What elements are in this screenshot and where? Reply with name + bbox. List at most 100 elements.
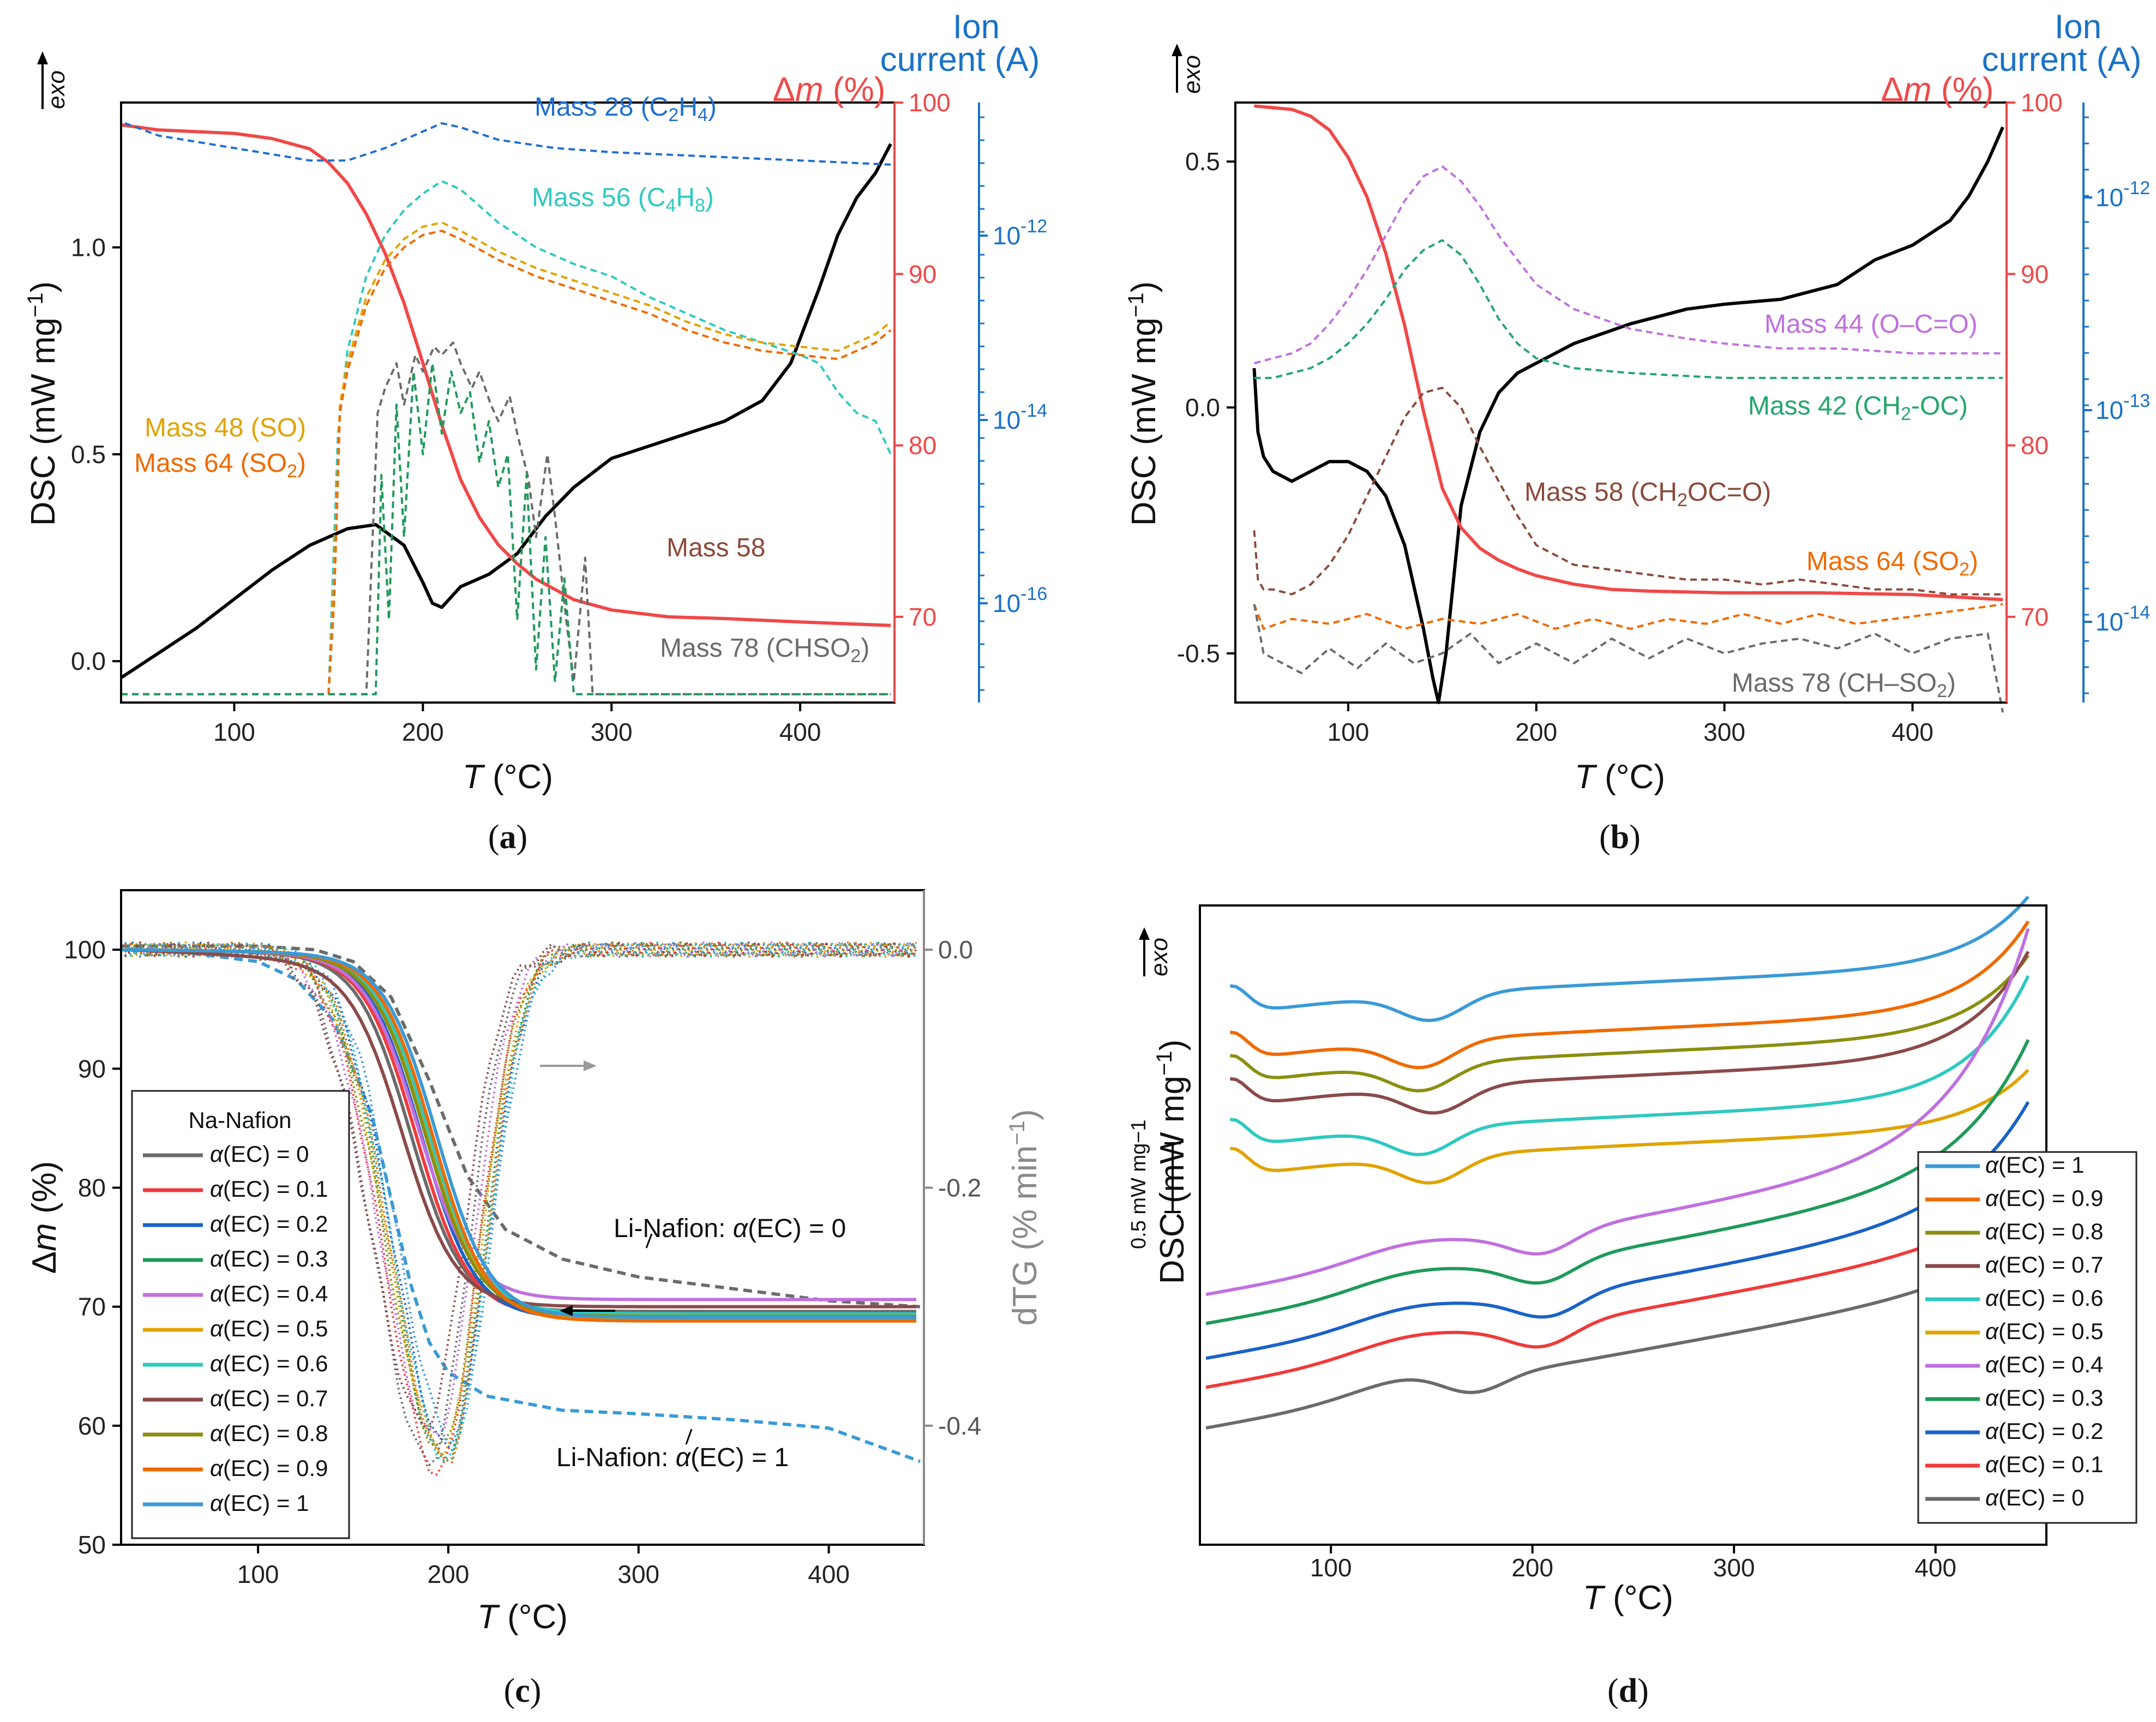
legend-label: α(EC) = 0: [210, 1141, 309, 1167]
ytick-label: 0.5: [1185, 147, 1220, 176]
panel-a-y2ticks: 70 80 90 100: [894, 88, 951, 631]
ytick-label: 1.0: [71, 233, 106, 262]
annotation-mass-28: Mass 28 (C2H4): [535, 93, 717, 125]
panel-a-exo-text: exo: [43, 70, 70, 109]
panel-c-arrows: [540, 1060, 693, 1445]
y2tick-label: 80: [909, 431, 936, 460]
panel-b-y3label-line2: current (A): [1982, 41, 2142, 79]
y3tick-label: 10-12: [993, 216, 1047, 250]
legend-label: α(EC) = 0.1: [210, 1176, 328, 1202]
legend-label: α(EC) = 0.6: [1985, 1285, 2104, 1311]
legend-label: α(EC) = 0.9: [1985, 1185, 2104, 1211]
annotation-mass-78: Mass 78 (CHSO2): [660, 634, 869, 667]
xtick-label: 200: [1515, 718, 1557, 746]
legend-label: α(EC) = 0.8: [210, 1420, 328, 1446]
panel-b-y2label: Δm (%): [1881, 71, 1994, 109]
panel-a-xlabel: T (°C): [463, 758, 553, 796]
series-b-6: [1253, 604, 2004, 713]
panel-d-scale-label: 0.5 mW mg−1: [1127, 1119, 1150, 1249]
dsc-curve-2: [1229, 954, 2030, 1093]
y2tick-label: 80: [2021, 431, 2049, 460]
y2tick-label: 90: [2021, 260, 2049, 288]
panel-c-xticks: 100 200 300 400: [237, 1545, 850, 1588]
series-b-0: [1252, 126, 2004, 704]
y2tick-label: 100: [2021, 88, 2063, 117]
y3tick-label: 10-14: [993, 400, 1047, 434]
series-a-2: [124, 122, 891, 166]
annotation-b-mass-64: Mass 64 (SO2): [1806, 547, 1978, 580]
panel-b-xlabel: T (°C): [1575, 758, 1665, 796]
legend-label: α(EC) = 0: [1985, 1485, 2085, 1510]
dtg-curve-2: [124, 941, 917, 1451]
series-b-3: [1254, 239, 2003, 379]
y2tick-label: -0.2: [938, 1173, 981, 1202]
xtick-label: 400: [808, 1560, 850, 1588]
y3tick-label: 10-14: [2095, 602, 2150, 636]
panel-c-legend-title: Na-Nafion: [188, 1107, 291, 1133]
panel-a-y3label-line2: current (A): [880, 41, 1040, 79]
legend-label: α(EC) = 0.6: [210, 1351, 328, 1376]
y3tick-label: 10-13: [2095, 391, 2150, 424]
xtick-label: 300: [1713, 1553, 1755, 1582]
xtick-label: 200: [402, 718, 444, 746]
panel-a-yticks: 0.0 0.5 1.0: [71, 233, 121, 675]
annotation-li-nafion-1: Li-Nafion: α(EC) = 1: [556, 1443, 789, 1472]
xtick-label: 100: [1328, 718, 1370, 746]
ytick-label: 60: [78, 1412, 106, 1440]
series-b-1: [1254, 104, 2003, 602]
y3tick-label: 10-12: [2095, 178, 2150, 212]
panel-b-label: (b): [1599, 819, 1641, 856]
panel-b-exo-text: exo: [1179, 55, 1205, 94]
dsc-curve-6: [1205, 928, 2030, 1297]
dsc-curve-3: [1229, 951, 2030, 1115]
annotation-mass-48: Mass 48 (SO): [145, 413, 306, 442]
xtick-label: 400: [1914, 1553, 1956, 1582]
legend-label: α(EC) = 0.5: [210, 1316, 328, 1341]
series-b-2: [1253, 165, 2003, 364]
panel-b-xticks: 100 200 300 400: [1328, 703, 1933, 746]
dsc-curve-8: [1205, 1101, 2030, 1360]
panel-c-xlabel: T (°C): [477, 1598, 568, 1636]
y2tick-label: -0.4: [938, 1412, 981, 1440]
legend-label: α(EC) = 0.4: [210, 1281, 328, 1306]
y3tick-label: 10-16: [993, 584, 1047, 617]
ytick-label: 100: [64, 935, 106, 964]
xtick-label: 300: [591, 718, 633, 746]
series-a-7: [121, 362, 891, 695]
annotation-mass-56: Mass 56 (C4H8): [532, 183, 714, 216]
panel-c-plot-area: [121, 941, 921, 1476]
annotation-b-mass-44: Mass 44 (O–C=O): [1764, 310, 1978, 339]
panel-b-y2ticks: 70 80 90 100: [2007, 88, 2063, 631]
dsc-curve-0: [1229, 895, 2029, 1022]
panel-c-y2ticks: 0.0 -0.2 -0.4: [924, 935, 981, 1440]
annotation-b-mass-78: Mass 78 (CH–SO2): [1732, 669, 1956, 701]
panel-b-yticks: -0.5 0.0 0.5: [1177, 147, 1235, 668]
panel-d-xticks: 100 200 300 400: [1310, 1545, 1956, 1582]
legend-label: α(EC) = 0.8: [1985, 1219, 2104, 1244]
series-a-6: [121, 341, 891, 695]
legend-label: α(EC) = 1: [1985, 1152, 2085, 1178]
legend-label: α(EC) = 0.4: [1985, 1352, 2104, 1377]
dsc-curve-7: [1205, 1039, 2030, 1325]
panel-b-y3label-line1: Ion: [2055, 8, 2101, 46]
legend-label: α(EC) = 0.9: [210, 1455, 328, 1481]
ytick-label: 0.5: [71, 440, 106, 469]
panel-a-plot-area: [120, 122, 892, 695]
series-a-3: [327, 180, 892, 694]
dsc-curve-1: [1229, 920, 2030, 1070]
panel-b-exo-marker: exo: [1172, 44, 1205, 94]
dsc-curve-5: [1229, 1069, 2029, 1185]
panel-a-y3label-line1: Ion: [953, 8, 1000, 46]
panel-d-xlabel: T (°C): [1583, 1579, 1673, 1617]
series-a-1: [121, 123, 891, 627]
ytick-label: 70: [78, 1293, 106, 1321]
legend-label: α(EC) = 0.2: [1985, 1418, 2104, 1444]
panel-c-yticks: 50 60 70 80 90 100: [64, 935, 121, 1559]
panel-d-legend: α(EC) = 1 α(EC) = 0.9 α(EC) = 0.8 α(EC) = 0…: [1917, 1151, 2137, 1524]
panel-d: 100 200 300 400 T (°C) DSC (mW mg−1) exo 0.…: [1127, 895, 2137, 1709]
legend-label: α(EC) = 0.3: [1985, 1385, 2104, 1411]
y2tick-label: 0.0: [938, 935, 973, 964]
dsc-curve-10: [1205, 1231, 2029, 1430]
